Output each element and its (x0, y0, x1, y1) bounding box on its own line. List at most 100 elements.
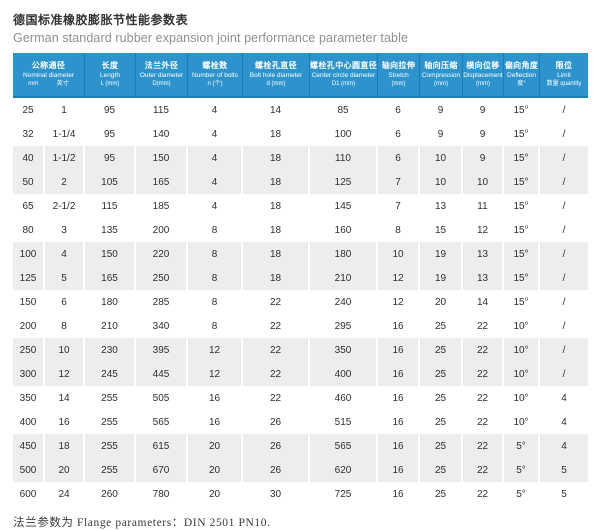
cell: 26 (243, 458, 310, 482)
cell: 295 (310, 314, 378, 338)
column-label-en: Displacement (463, 71, 503, 79)
cell: 10 (45, 338, 85, 362)
cell: 12 (378, 266, 420, 290)
cell: 18 (45, 434, 85, 458)
table-row: 400 16 255 565 16 26 515 16 25 22 10° 4 (13, 410, 588, 434)
column-label-zh: 法兰外径 (144, 60, 179, 70)
cell: 150 (136, 146, 188, 170)
cell: 22 (243, 338, 310, 362)
column-label-zh: 长度 (101, 60, 119, 70)
cell: 5° (504, 458, 540, 482)
cell: 7 (378, 194, 420, 218)
table-body: 25 1 95 115 4 14 85 6 9 9 15°/32 1-1/4 95 140 4 18 100 6 9… (13, 98, 588, 506)
column-label-en: Outer diameter (139, 71, 184, 79)
column-header-2: 法兰外径 Outer diameter D(mm) (136, 53, 188, 98)
cell: 10 (378, 242, 420, 266)
cell: 25 (420, 386, 463, 410)
page-title: 德国标准橡胶膨胀节性能参数表 (13, 13, 189, 27)
cell: 22 (243, 362, 310, 386)
cell: 16 (45, 410, 85, 434)
cell: 9 (463, 146, 504, 170)
cell: 180 (85, 290, 136, 314)
cell: 22 (463, 314, 504, 338)
cell: 515 (310, 410, 378, 434)
cell: 20 (45, 458, 85, 482)
cell: 18 (243, 170, 310, 194)
table-row: 450 18 255 615 20 26 565 16 25 22 5° 4 (13, 434, 588, 458)
column-unit: 度° (517, 80, 526, 87)
cell: 25 (420, 482, 463, 506)
column-label-zh: 轴向压缩 (424, 60, 458, 70)
cell: 22 (463, 434, 504, 458)
cell: 18 (243, 194, 310, 218)
table-row: 600 24 260 780 20 30 725 16 25 22 5° 5 (13, 482, 588, 506)
column-header-0: 公称通径 Nominal diameter mm 英寸 (13, 53, 85, 98)
cell: 16 (378, 410, 420, 434)
cell: 4 (540, 410, 588, 434)
cell: / (540, 266, 588, 290)
column-header-10: 限位 Limit 数量 quantity (540, 53, 588, 98)
cell: 5° (504, 482, 540, 506)
cell: 22 (463, 410, 504, 434)
cell: 13 (463, 266, 504, 290)
cell: 95 (85, 98, 136, 122)
cell: 6 (378, 146, 420, 170)
cell: 185 (136, 194, 188, 218)
cell: 25 (420, 458, 463, 482)
cell: 15 (420, 218, 463, 242)
cell: 22 (243, 386, 310, 410)
cell: 13 (463, 242, 504, 266)
cell: 26 (243, 434, 310, 458)
cell: 255 (85, 386, 136, 410)
cell: 300 (13, 362, 45, 386)
cell: 16 (378, 434, 420, 458)
column-label-zh: 螺栓孔直径 (255, 60, 297, 70)
cell: 20 (188, 458, 243, 482)
cell: 4 (540, 386, 588, 410)
cell: 5 (45, 266, 85, 290)
cell: 16 (378, 482, 420, 506)
cell: 12 (378, 290, 420, 314)
cell: 22 (463, 386, 504, 410)
cell: 65 (13, 194, 45, 218)
column-header-9: 偏向角度 Deflection 度° (504, 53, 540, 98)
cell: 250 (13, 338, 45, 362)
column-label-en: Stretch (388, 71, 409, 79)
cell: 18 (243, 266, 310, 290)
cell: 395 (136, 338, 188, 362)
cell: / (540, 218, 588, 242)
table-row: 125 5 165 250 8 18 210 12 19 13 15° / (13, 266, 588, 290)
cell: 220 (136, 242, 188, 266)
cell: 18 (243, 218, 310, 242)
table-row: 32 1-1/4 95 140 4 18 100 6 9 9 15° / (13, 122, 588, 146)
cell: 15° (504, 266, 540, 290)
column-unit: d (mm) (266, 80, 286, 87)
cell: 350 (13, 386, 45, 410)
cell: 8 (378, 218, 420, 242)
column-label-en: Limit (557, 71, 571, 79)
table-row: 300 12 245 445 12 22 400 16 25 22 10° / (13, 362, 588, 386)
cell: 11 (463, 194, 504, 218)
cell: 125 (310, 170, 378, 194)
cell: 100 (310, 122, 378, 146)
cell: 350 (310, 338, 378, 362)
cell: 16 (188, 386, 243, 410)
cell: 13 (420, 194, 463, 218)
parameter-table: 公称通径 Nominal diameter mm 英寸 长度 Length L (mm) 法兰… (13, 53, 588, 506)
cell: 4 (188, 146, 243, 170)
cell: 670 (136, 458, 188, 482)
column-unit: mm 英寸 (28, 80, 69, 87)
cell: 18 (243, 146, 310, 170)
cell: 32 (13, 122, 45, 146)
cell: 780 (136, 482, 188, 506)
cell: 25 (420, 434, 463, 458)
cell: 10 (463, 170, 504, 194)
column-unit: (mm) (434, 80, 448, 87)
column-label-zh: 限位 (555, 60, 573, 70)
cell: 6 (45, 290, 85, 314)
cell: 460 (310, 386, 378, 410)
cell: 1 (45, 98, 85, 122)
table-row: 80 3 135 200 8 18 160 8 15 12 15° / (13, 218, 588, 242)
cell: 5° (504, 434, 540, 458)
column-header-7: 轴向压缩 Compression (mm) (420, 53, 463, 98)
